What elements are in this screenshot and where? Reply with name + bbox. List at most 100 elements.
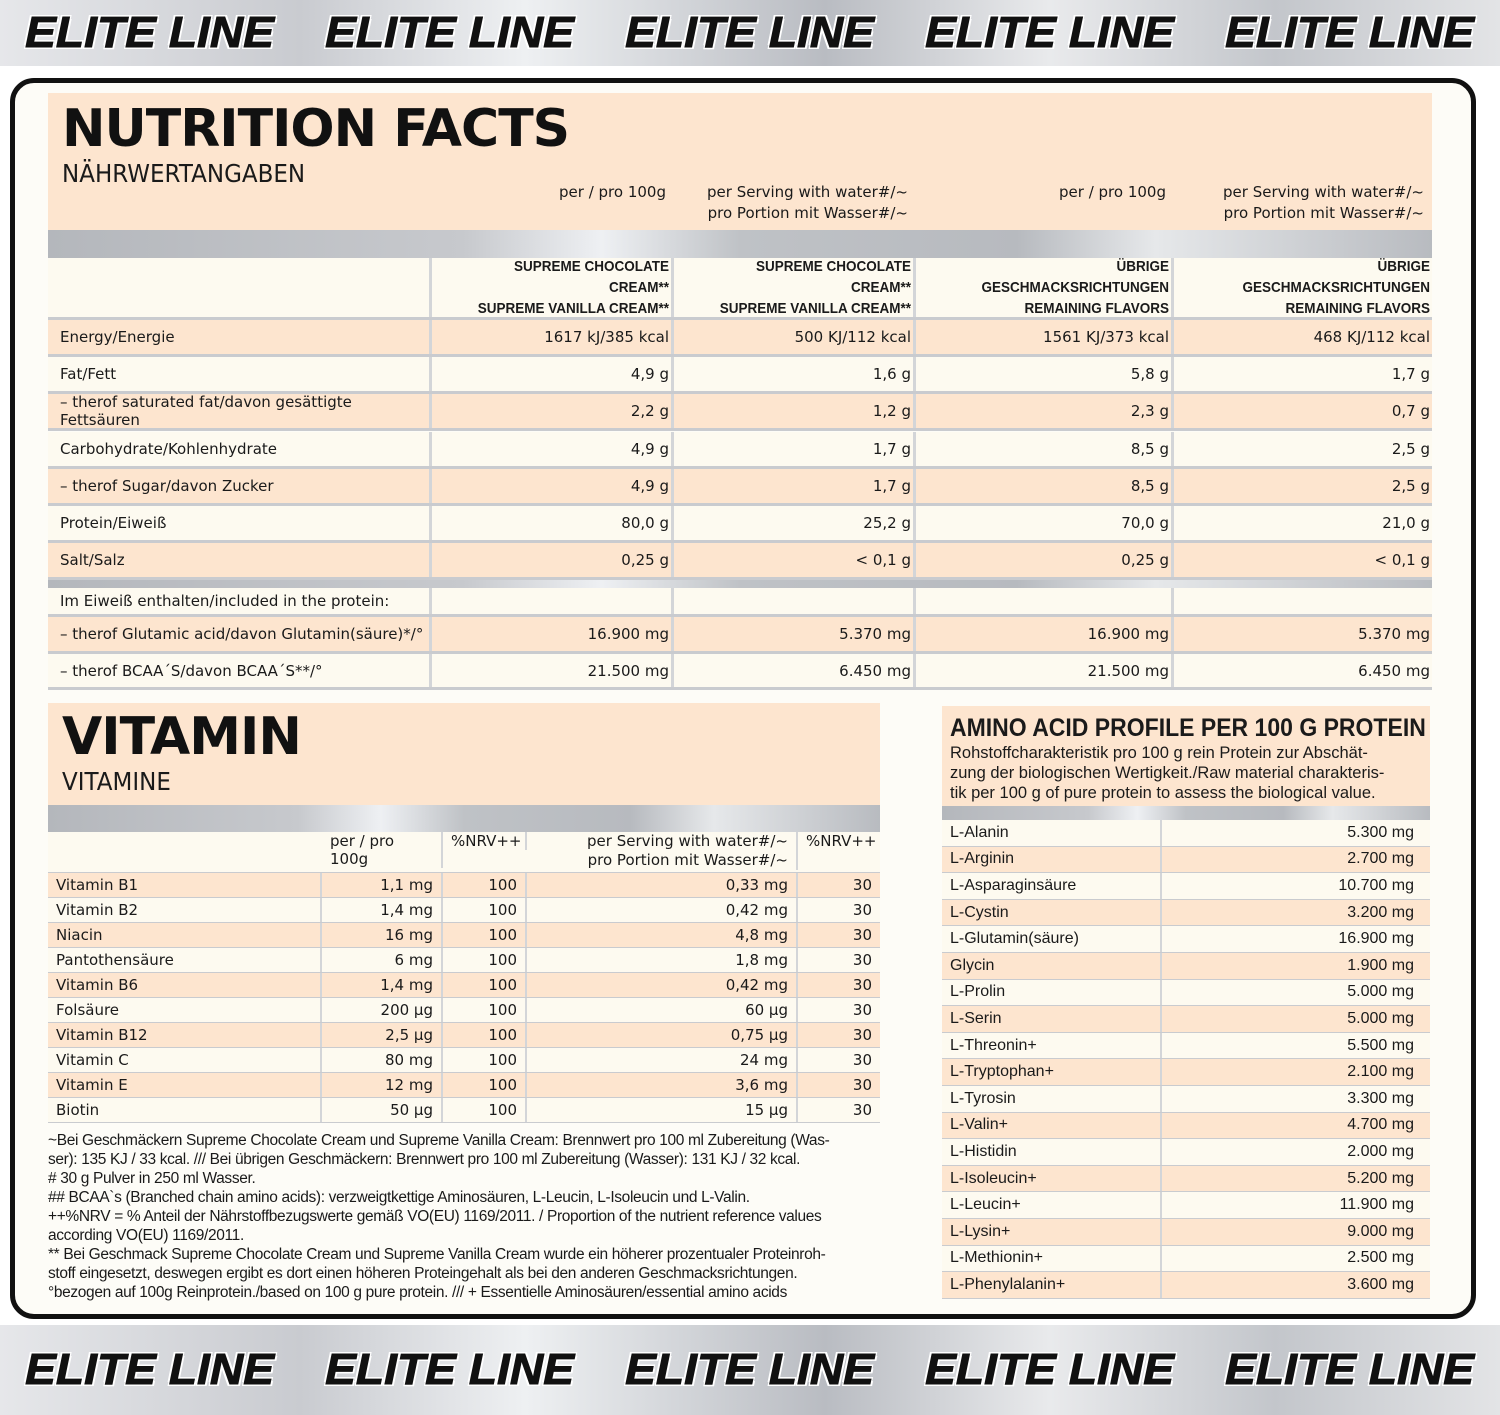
amino-row: L-Phenylalanin+ 3.600 mg (942, 1272, 1430, 1299)
footnote-line: # 30 g Pulver in 250 ml Wasser. (48, 1170, 256, 1187)
vitamin-nrv2: 30 (852, 926, 872, 944)
nutrition-row: – therof saturated fat/davon gesättigte … (48, 393, 1432, 431)
brand-logo: ELITE LINE (925, 8, 1175, 58)
amino-value: 2.100 mg (1347, 1063, 1414, 1081)
amino-row: L-Methionin+ 2.500 mg (942, 1245, 1430, 1273)
brand-logo: ELITE LINE (325, 8, 575, 58)
amino-name: L-Isoleucin+ (942, 1165, 1162, 1192)
vitamin-nrv: 100 (443, 1098, 527, 1122)
vitamin-subtitle: VITAMINE (62, 767, 171, 796)
amino-row: L-Glutamin(säure) 16.900 mg (942, 926, 1430, 953)
nutrition-row: Protein/Eiweiß 80,0 g 25,2 g 70,0 g 21,0 g (48, 506, 1432, 543)
vitamin-per100: 2,5 µg (322, 1023, 443, 1047)
footnote-line: °bezogen auf 100g Reinprotein./based on … (48, 1284, 787, 1301)
col-head-line: SUPREME VANILLA CREAM** (477, 300, 669, 317)
amino-value: 2.000 mg (1347, 1142, 1414, 1160)
per100-label: per / pro 100g (559, 183, 666, 201)
nutrient-value: 4,9 g (432, 432, 674, 466)
amino-desc-line: tik per 100 g of pure protein to assess … (950, 784, 1376, 802)
vitamin-per100: 1,4 mg (322, 898, 443, 922)
amino-name: L-Lysin+ (942, 1219, 1162, 1245)
vitamin-per100: 16 mg (322, 923, 443, 947)
amino-name: L-Leucin+ (942, 1192, 1162, 1218)
nutrient-label: Energy/Energie (48, 320, 432, 354)
amino-value: 9.000 mg (1347, 1222, 1414, 1240)
vitamin-serving: 0,33 mg (527, 873, 798, 897)
amino-name: L-Serin (942, 1006, 1162, 1032)
amino-value: 2.500 mg (1347, 1249, 1414, 1267)
vitamin-nrv2: 30 (852, 1026, 872, 1044)
vitamin-serving: 60 µg (527, 998, 798, 1022)
nutrient-value (916, 588, 1174, 614)
nutrient-value: 1561 KJ/373 kcal (916, 320, 1174, 354)
vitamin-nrv: 100 (443, 973, 527, 997)
nutrient-value: 1,7 g (1391, 365, 1430, 383)
nutrient-value: 70,0 g (916, 506, 1174, 540)
vit-head-per100: per / pro 100g (322, 832, 443, 868)
amino-value: 5.000 mg (1347, 983, 1414, 1001)
nutrient-value: 5.370 mg (674, 617, 916, 651)
vitamin-row: Biotin 50 µg 100 15 µg 30 (48, 1098, 880, 1123)
bottom-brand-banner: ELITE LINE ELITE LINE ELITE LINE ELITE L… (0, 1325, 1500, 1415)
amino-name: L-Tyrosin (942, 1086, 1162, 1112)
nutrition-header: NUTRITION FACTS NÄHRWERTANGABEN per / pr… (48, 93, 1432, 230)
col-head-line: REMAINING FLAVORS (1285, 300, 1430, 317)
footnote-line: ++%NRV = % Anteil der Nährstoffbezugswer… (48, 1208, 822, 1225)
amino-row: L-Leucin+ 11.900 mg (942, 1192, 1430, 1219)
footnote-line: ser): 135 KJ / 33 kcal. /// Bei übrigen … (48, 1151, 801, 1168)
nutrient-label: Salt/Salz (48, 543, 432, 577)
vitamin-serving: 0,42 mg (527, 898, 798, 922)
nutrient-label: Carbohydrate/Kohlenhydrate (48, 432, 432, 466)
amino-name: L-Valin+ (942, 1112, 1162, 1139)
vitamin-serving: 1,8 mg (527, 948, 798, 972)
vitamin-header: VITAMIN VITAMINE (48, 703, 880, 805)
serving-label: per Serving with water#/~ pro Portion mit… (707, 182, 908, 224)
footnote-line: stoff eingesetzt, deswegen ergibt es dor… (48, 1265, 798, 1282)
nutrient-value: 1,7 g (674, 432, 916, 466)
nutrient-label: – therof BCAA´S/davon BCAA´S**/° (48, 654, 432, 687)
amino-value: 5.200 mg (1347, 1169, 1414, 1187)
vitamin-nrv: 100 (443, 948, 527, 972)
nutrition-row: – therof Sugar/davon Zucker 4,9 g 1,7 g 8,5… (48, 469, 1432, 506)
amino-name: L-Arginin (942, 846, 1162, 873)
nutrient-value: 1,7 g (674, 469, 916, 503)
amino-name: L-Methionin+ (942, 1245, 1162, 1272)
nutrient-label: – therof Sugar/davon Zucker (48, 469, 432, 503)
serving-label-de: pro Portion mit Wasser#/~ (707, 204, 908, 222)
amino-row: L-Arginin 2.700 mg (942, 846, 1430, 874)
vit-head-nrv: %NRV++ (443, 832, 527, 850)
amino-value: 5.300 mg (1347, 823, 1414, 841)
vitamin-serving: 0,42 mg (527, 973, 798, 997)
amino-row: L-Histidin 2.000 mg (942, 1139, 1430, 1166)
amino-desc-line: Rohstoffcharakteristik pro 100 g rein Pr… (950, 744, 1368, 762)
vitamin-per100: 12 mg (322, 1073, 443, 1097)
nutrient-label: – therof Glutamic acid/davon Glutamin(sä… (48, 617, 432, 651)
divider-bar (48, 805, 880, 832)
amino-title: AMINO ACID PROFILE PER 100 G PROTEIN (950, 714, 1426, 742)
nutrient-value: 2,2 g (432, 394, 674, 428)
nutrition-row: – therof BCAA´S/davon BCAA´S**/° 21.500 m… (48, 654, 1432, 690)
nutrient-value: 2,3 g (916, 394, 1174, 428)
nutrient-value: 80,0 g (432, 506, 674, 540)
nutrient-label: Protein/Eiweiß (48, 506, 432, 540)
divider-bar (48, 230, 1432, 258)
amino-name: L-Histidin (942, 1139, 1162, 1165)
nutrient-value: 8,5 g (916, 432, 1174, 466)
serving-label: per Serving with water#/~ pro Portion mit… (1223, 182, 1424, 224)
vitamin-row: Vitamin C 80 mg 100 24 mg 30 (48, 1048, 880, 1073)
divider-bar (48, 580, 1432, 588)
vitamin-name: Pantothensäure (48, 948, 322, 972)
amino-name: L-Tryptophan+ (942, 1059, 1162, 1085)
vitamin-nrv2: 30 (852, 1001, 872, 1019)
nutrient-value: 5,8 g (916, 357, 1174, 391)
amino-row: L-Isoleucin+ 5.200 mg (942, 1165, 1430, 1193)
vitamin-name: Vitamin B6 (48, 973, 322, 997)
vitamin-row: Vitamin B6 1,4 mg 100 0,42 mg 30 (48, 973, 880, 998)
column-head: ÜBRIGE GESCHMACKSRICHTUNGEN REMAINING FLA… (1174, 258, 1432, 317)
brand-logo: ELITE LINE (325, 1345, 575, 1395)
vitamin-nrv: 100 (443, 873, 527, 897)
vitamin-nrv2: 30 (852, 976, 872, 994)
vit-head-nrv2: %NRV++ (806, 832, 877, 850)
nutrient-value: 4,9 g (432, 469, 674, 503)
nutrient-value: < 0,1 g (1374, 551, 1430, 569)
